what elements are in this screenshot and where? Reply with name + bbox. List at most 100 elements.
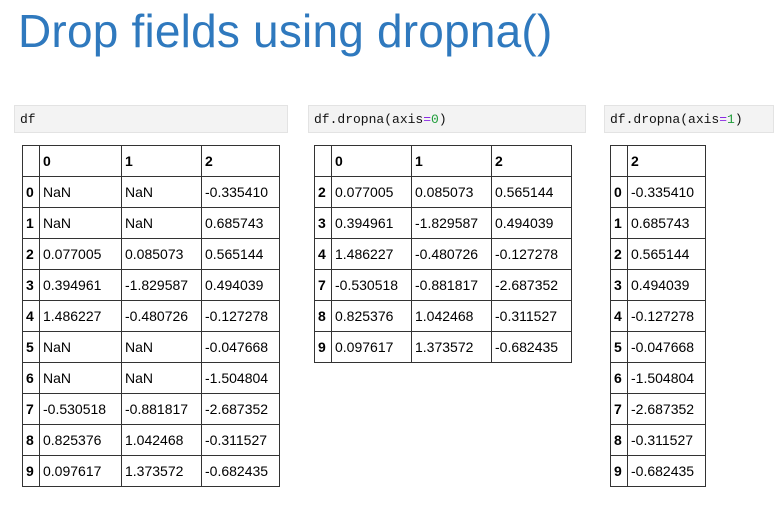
table-row: 4 1.486227 -0.480726 -0.127278 [22, 300, 280, 332]
code-cell-dropna-axis1[interactable]: df.dropna(axis=1) [604, 105, 774, 133]
row-index: 4 [22, 300, 40, 332]
table-cell: 0.494039 [627, 269, 706, 301]
table-row: 5 NaN NaN -0.047668 [22, 331, 280, 363]
column-header: 2 [627, 145, 706, 177]
page-title: Drop fields using dropna() [18, 5, 553, 57]
table-cell: 0.685743 [627, 207, 706, 239]
table-cell: 0.077005 [331, 176, 412, 208]
table-row: 6 NaN NaN -1.504804 [22, 362, 280, 394]
table-row: 1 0.685743 [610, 207, 706, 239]
row-index: 0 [22, 176, 40, 208]
table-row: 0 -0.335410 [610, 176, 706, 208]
table-cell: -2.687352 [627, 393, 706, 425]
table-cell: -1.504804 [627, 362, 706, 394]
table-cell: 0.085073 [121, 238, 202, 270]
table-row: 6 -1.504804 [610, 362, 706, 394]
table-cell: -0.047668 [201, 331, 280, 363]
row-index: 4 [314, 238, 332, 270]
table-cell: NaN [39, 362, 122, 394]
column-header: 0 [39, 145, 122, 177]
row-index: 3 [314, 207, 332, 239]
table-cell: -0.682435 [491, 331, 572, 363]
code-cell-dropna-axis0[interactable]: df.dropna(axis=0) [308, 105, 586, 133]
row-index: 8 [314, 300, 332, 332]
table-row: 9 -0.682435 [610, 455, 706, 487]
table-row: 3 0.494039 [610, 269, 706, 301]
table-cell: 0.494039 [201, 269, 280, 301]
table-cell: 0.097617 [39, 455, 122, 487]
table-cell: -2.687352 [491, 269, 572, 301]
row-index: 4 [610, 300, 628, 332]
table-cell: -0.311527 [491, 300, 572, 332]
table-cell: -0.127278 [491, 238, 572, 270]
table-cell: -1.829587 [411, 207, 492, 239]
table-cell: -2.687352 [201, 393, 280, 425]
table-cell: 0.565144 [627, 238, 706, 270]
row-index: 5 [610, 331, 628, 363]
table-cell: -1.504804 [201, 362, 280, 394]
table-cell: 1.486227 [331, 238, 412, 270]
table-cell: 1.042468 [411, 300, 492, 332]
table-cell: 1.486227 [39, 300, 122, 332]
table-cell: 0.077005 [39, 238, 122, 270]
row-index: 8 [610, 424, 628, 456]
table-row: 5 -0.047668 [610, 331, 706, 363]
table-cell: 0.565144 [491, 176, 572, 208]
table-row: 4 1.486227 -0.480726 -0.127278 [314, 238, 572, 270]
column-header: 0 [331, 145, 412, 177]
dataframe-table-dropna-axis1: 2 0 -0.335410 1 0.685743 2 0.565144 3 0.494039 4-… [610, 145, 706, 487]
table-row: 4 -0.127278 [610, 300, 706, 332]
table-row: 8 0.825376 1.042468 -0.311527 [22, 424, 280, 456]
row-index: 0 [610, 176, 628, 208]
table-row: 2 0.565144 [610, 238, 706, 270]
table-cell: -0.530518 [331, 269, 412, 301]
table-cell: -0.335410 [201, 176, 280, 208]
table-cell: -0.311527 [627, 424, 706, 456]
table-cell: -0.311527 [201, 424, 280, 456]
dataframe-table-df: 0 1 2 0 NaN NaN -0.335410 1 NaN NaN 0.685743 2 0.077… [22, 145, 280, 487]
row-index: 9 [314, 331, 332, 363]
table-cell: 0.085073 [411, 176, 492, 208]
table-row: 8 0.825376 1.042468 -0.311527 [314, 300, 572, 332]
row-index: 7 [314, 269, 332, 301]
row-index: 9 [22, 455, 40, 487]
table-cell: 0.825376 [331, 300, 412, 332]
table-row: 9 0.097617 1.373572 -0.682435 [314, 331, 572, 363]
table-cell: -0.881817 [411, 269, 492, 301]
table-row: 7 -0.530518 -0.881817 -2.687352 [22, 393, 280, 425]
table-cell: 1.373572 [121, 455, 202, 487]
table-cell: -0.480726 [411, 238, 492, 270]
code-cell-df[interactable]: df [14, 105, 288, 133]
table-cell: 0.825376 [39, 424, 122, 456]
row-index: 7 [610, 393, 628, 425]
table-row: 0 NaN NaN -0.335410 [22, 176, 280, 208]
index-header [314, 145, 332, 177]
row-index: 2 [610, 238, 628, 270]
table-cell: 1.373572 [411, 331, 492, 363]
row-index: 2 [22, 238, 40, 270]
table-cell: -0.682435 [201, 455, 280, 487]
code-text: df.dropna(axis [610, 112, 720, 127]
table-cell: NaN [121, 331, 202, 363]
table-cell: NaN [39, 207, 122, 239]
row-index: 3 [610, 269, 628, 301]
table-row: 8 -0.311527 [610, 424, 706, 456]
table-cell: -0.881817 [121, 393, 202, 425]
table-row: 7 -2.687352 [610, 393, 706, 425]
index-header [22, 145, 40, 177]
column-header: 1 [121, 145, 202, 177]
table-cell: 0.097617 [331, 331, 412, 363]
table-cell: 0.685743 [201, 207, 280, 239]
table-row: 9 0.097617 1.373572 -0.682435 [22, 455, 280, 487]
row-index: 1 [610, 207, 628, 239]
row-index: 3 [22, 269, 40, 301]
table-row: 2 0.077005 0.085073 0.565144 [22, 238, 280, 270]
table-cell: -0.480726 [121, 300, 202, 332]
table-cell: -0.682435 [627, 455, 706, 487]
column-header: 1 [411, 145, 492, 177]
row-index: 2 [314, 176, 332, 208]
index-header [610, 145, 628, 177]
table-cell: 0.394961 [331, 207, 412, 239]
